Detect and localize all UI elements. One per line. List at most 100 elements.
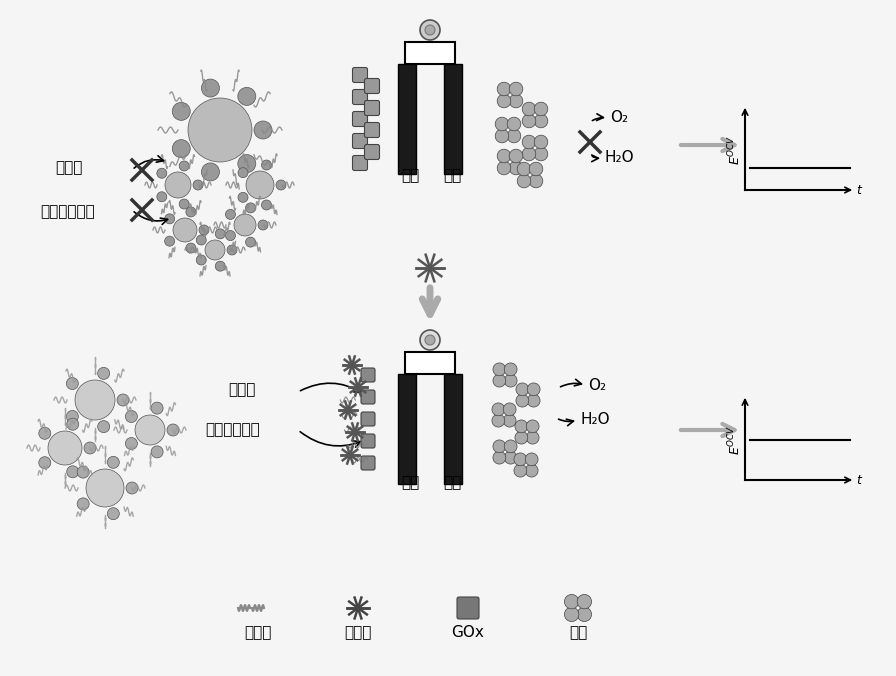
- Circle shape: [497, 149, 511, 163]
- Circle shape: [165, 172, 191, 198]
- Circle shape: [157, 168, 167, 178]
- Circle shape: [530, 162, 543, 176]
- Circle shape: [493, 440, 505, 453]
- Circle shape: [534, 114, 547, 128]
- Circle shape: [522, 147, 536, 161]
- Circle shape: [577, 594, 591, 609]
- Circle shape: [526, 420, 539, 433]
- Circle shape: [420, 20, 440, 40]
- Circle shape: [258, 220, 268, 230]
- Circle shape: [516, 394, 529, 407]
- Circle shape: [185, 243, 196, 253]
- Circle shape: [246, 237, 255, 247]
- Circle shape: [509, 161, 522, 175]
- Circle shape: [179, 161, 189, 171]
- Circle shape: [492, 414, 504, 427]
- Bar: [398, 374, 416, 484]
- Circle shape: [188, 98, 252, 162]
- FancyBboxPatch shape: [365, 101, 380, 116]
- FancyBboxPatch shape: [352, 68, 367, 82]
- Circle shape: [522, 135, 536, 149]
- Circle shape: [202, 163, 220, 181]
- Circle shape: [525, 464, 538, 477]
- Circle shape: [86, 469, 124, 507]
- Text: O₂: O₂: [588, 377, 606, 393]
- FancyBboxPatch shape: [361, 456, 375, 470]
- Text: 葡萄糖酸内酯: 葡萄糖酸内酯: [205, 422, 260, 437]
- Text: 葡萄糖酸内酯: 葡萄糖酸内酯: [40, 205, 95, 220]
- Text: H₂O: H₂O: [580, 412, 609, 427]
- FancyBboxPatch shape: [352, 89, 367, 105]
- Circle shape: [497, 94, 511, 107]
- Circle shape: [179, 199, 189, 209]
- Circle shape: [98, 420, 109, 433]
- Circle shape: [125, 410, 137, 422]
- Circle shape: [525, 453, 538, 466]
- Circle shape: [564, 607, 579, 621]
- Text: $t$: $t$: [857, 183, 864, 197]
- FancyArrowPatch shape: [300, 383, 361, 393]
- FancyBboxPatch shape: [405, 42, 455, 64]
- Text: 阴极: 阴极: [443, 168, 461, 183]
- Circle shape: [205, 240, 225, 260]
- Circle shape: [492, 403, 504, 416]
- Circle shape: [527, 383, 540, 395]
- Circle shape: [226, 210, 236, 220]
- Text: 适配体: 适配体: [245, 625, 271, 640]
- Text: O₂: O₂: [610, 110, 628, 126]
- Circle shape: [522, 102, 536, 116]
- Circle shape: [564, 594, 579, 609]
- FancyBboxPatch shape: [405, 352, 455, 374]
- Circle shape: [507, 129, 521, 143]
- Circle shape: [172, 140, 190, 158]
- Text: 漆酶: 漆酶: [569, 625, 587, 640]
- Circle shape: [215, 261, 225, 271]
- FancyArrowPatch shape: [592, 114, 603, 120]
- Circle shape: [165, 214, 175, 224]
- FancyBboxPatch shape: [365, 78, 380, 93]
- Circle shape: [497, 161, 511, 175]
- Circle shape: [196, 235, 206, 245]
- Circle shape: [425, 25, 435, 35]
- Circle shape: [577, 607, 591, 621]
- Circle shape: [202, 79, 220, 97]
- Circle shape: [497, 82, 511, 96]
- Circle shape: [196, 255, 206, 265]
- Circle shape: [515, 431, 528, 444]
- Circle shape: [534, 102, 547, 116]
- Circle shape: [66, 410, 78, 422]
- Circle shape: [125, 437, 137, 450]
- Circle shape: [77, 466, 90, 478]
- FancyArrowPatch shape: [134, 155, 164, 168]
- Circle shape: [504, 375, 517, 387]
- Circle shape: [66, 418, 79, 430]
- Circle shape: [493, 375, 505, 387]
- Circle shape: [516, 383, 529, 395]
- Circle shape: [157, 192, 167, 201]
- FancyBboxPatch shape: [352, 155, 367, 170]
- Circle shape: [39, 427, 51, 439]
- Text: 葡萄糖: 葡萄糖: [55, 160, 82, 176]
- Circle shape: [420, 330, 440, 350]
- Circle shape: [517, 174, 530, 188]
- FancyBboxPatch shape: [361, 412, 375, 426]
- Circle shape: [534, 135, 547, 149]
- FancyArrowPatch shape: [591, 155, 599, 162]
- Circle shape: [165, 236, 175, 246]
- Circle shape: [66, 377, 78, 389]
- Circle shape: [509, 94, 522, 107]
- Circle shape: [504, 414, 516, 427]
- Circle shape: [509, 82, 522, 96]
- Circle shape: [84, 442, 96, 454]
- Circle shape: [254, 121, 272, 139]
- Circle shape: [517, 162, 530, 176]
- Circle shape: [527, 394, 540, 407]
- Circle shape: [39, 457, 51, 468]
- Circle shape: [507, 117, 521, 130]
- FancyBboxPatch shape: [352, 133, 367, 149]
- Circle shape: [504, 363, 517, 376]
- FancyBboxPatch shape: [352, 112, 367, 126]
- Circle shape: [522, 114, 536, 128]
- Text: 阳极: 阳极: [401, 168, 419, 183]
- Circle shape: [534, 147, 547, 161]
